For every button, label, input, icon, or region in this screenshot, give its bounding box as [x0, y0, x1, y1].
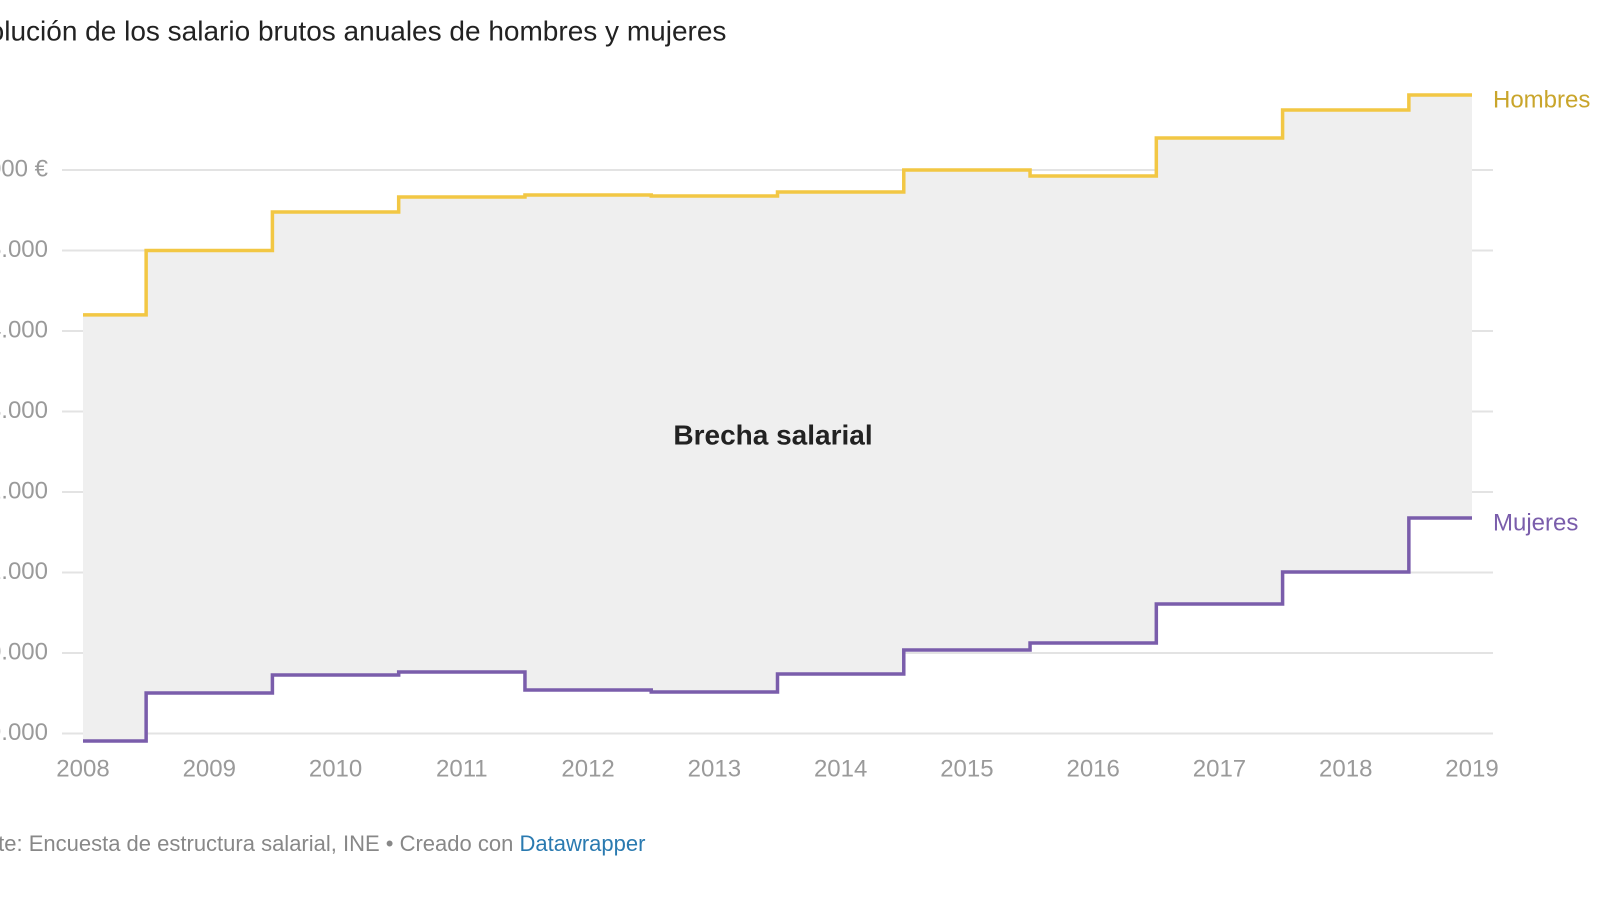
annotation: Brecha salarial	[673, 419, 872, 450]
chart-title: Evolución de los salario brutos anuales …	[0, 15, 726, 46]
x-tick-label: 2011	[436, 755, 488, 782]
x-tick-label: 2015	[940, 755, 993, 782]
series-line	[83, 93, 1472, 317]
y-tick-label: 20.000	[0, 638, 48, 665]
y-tick-label: 25.000	[0, 236, 48, 263]
x-tick-label: 2018	[1319, 755, 1372, 782]
x-tick-label: 2010	[309, 755, 362, 782]
source-note: Fuente: Encuesta de estructura salarial,…	[0, 831, 645, 856]
y-tick-label: 22.000	[0, 477, 48, 504]
x-tick-label: 2019	[1445, 755, 1498, 782]
series-label: Hombres	[1493, 86, 1590, 113]
x-tick-label: 2012	[561, 755, 614, 782]
gap-area	[83, 94, 1472, 741]
series-label: Mujeres	[1493, 509, 1578, 536]
source-link[interactable]: Datawrapper	[519, 831, 645, 856]
grid	[62, 94, 1493, 741]
x-tick-label: 2014	[814, 755, 867, 782]
y-tick-label: 19.000	[0, 719, 48, 746]
y-tick-label: 26.000 €	[0, 155, 49, 182]
y-tick-label: 24.000	[0, 316, 48, 343]
x-tick-label: 2013	[688, 755, 741, 782]
y-tick-label: 21.000	[0, 558, 48, 585]
series-line	[83, 516, 1472, 743]
x-tick-label: 2017	[1193, 755, 1246, 782]
x-tick-label: 2008	[56, 755, 109, 782]
source-text: Fuente: Encuesta de estructura salarial,…	[0, 831, 513, 856]
x-tick-label: 2009	[183, 755, 236, 782]
y-tick-label: 23.000	[0, 397, 48, 424]
x-tick-label: 2016	[1066, 755, 1119, 782]
